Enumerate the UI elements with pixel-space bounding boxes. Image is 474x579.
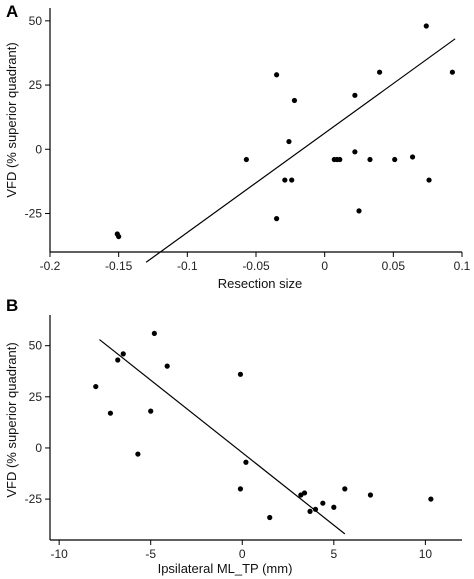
panel-a-letter: A (6, 2, 18, 21)
panel-a-y-tick-label: -25 (25, 206, 43, 220)
panel-a-data-point (289, 177, 295, 183)
panel-b-data-point (301, 490, 308, 496)
panel-a-data-point (282, 177, 288, 183)
panel-b-data-point (320, 500, 326, 506)
panel-b-data-point (267, 514, 273, 521)
panel-a-data-point (274, 72, 280, 78)
panel-b-points (93, 330, 434, 521)
panel-b-data-point (331, 504, 337, 510)
panel-a-ylabel: VFD (% superior quadrant) (4, 42, 19, 197)
panel-b-letter: B (6, 296, 18, 315)
panel-b-y-tick-label: -25 (25, 492, 43, 506)
panel-b-data-point (115, 357, 121, 363)
panel-b-data-point (237, 486, 244, 492)
panel-a-data-point (243, 156, 249, 163)
panel-a-y-tick-label: 25 (29, 78, 43, 92)
panel-b-data-point (107, 410, 114, 416)
panel-a-data-point (356, 208, 362, 214)
panel-b-data-point (342, 486, 348, 492)
panel-b-chart: B -10 -5 0 5 10 -25 0 25 50 Ipsilateral ML_TP (m… (4, 296, 462, 576)
panel-b-data-point (135, 451, 141, 457)
panel-a-data-point (352, 149, 358, 155)
panel-b-data-point (243, 459, 249, 465)
panel-b-data-point (151, 330, 157, 337)
panel-a-data-point (337, 156, 343, 163)
panel-b-data-point (164, 363, 170, 369)
panel-a-data-point (352, 92, 358, 98)
panel-a-chart: A -0.2 -0.15 -0.1 -0.05 0 0.05 0.1 -25 0 25 50 Res… (4, 2, 471, 291)
panel-a-data-point (377, 69, 383, 75)
panel-a-x-tick-label: 0.05 (382, 259, 406, 273)
panel-b-y-tick-label: 0 (35, 441, 42, 455)
panel-b-data-point (120, 351, 126, 357)
panel-a-x-tick-label: -0.1 (177, 259, 198, 273)
panel-a-data-point (392, 156, 398, 163)
panel-b-data-point (148, 408, 154, 414)
panel-a-data-point (116, 233, 122, 240)
panel-b-x-tick-label: 10 (419, 547, 433, 561)
panel-a-x-tick-label: -0.05 (242, 259, 270, 273)
panel-b-x-tick-label: -10 (50, 547, 68, 561)
panel-a-data-point (449, 69, 455, 75)
panel-a-data-point (367, 156, 373, 163)
panel-b-data-point (312, 506, 319, 512)
panel-b-x-tick-label: 5 (330, 547, 337, 561)
panel-a-x-tick-label: -0.15 (105, 259, 133, 273)
panel-a-xlabel: Resection size (218, 276, 303, 291)
panel-b-y-tick-label: 25 (29, 390, 43, 404)
panel-a-x-tick-label: 0 (321, 259, 328, 273)
panel-b-x-tick-label: 0 (239, 547, 246, 561)
panel-b-data-point (367, 492, 374, 498)
panel-b-data-point (307, 508, 313, 514)
panel-b-axes: -10 -5 0 5 10 -25 0 25 50 (25, 315, 462, 561)
panel-b-x-tick-label: -5 (145, 547, 156, 561)
panel-a-data-point (286, 138, 292, 145)
panel-a-x-tick-label: 0.1 (454, 259, 471, 273)
panel-b-data-point (93, 383, 99, 390)
panel-a-x-tick-label: -0.2 (40, 259, 61, 273)
panel-a-data-point (426, 177, 432, 183)
panel-b-y-tick-label: 50 (29, 339, 43, 353)
panel-a-data-point (291, 97, 298, 104)
panel-b-xlabel: Ipsilateral ML_TP (mm) (158, 561, 293, 576)
panel-a-fit-layer (145, 38, 456, 263)
panel-a-axes: -0.2 -0.15 -0.1 -0.05 0 0.05 0.1 -25 0 25 50 (25, 8, 471, 273)
panel-b-data-point (428, 496, 434, 502)
panel-b-ylabel: VFD (% superior quadrant) (4, 342, 19, 497)
panel-a-y-tick-label: 50 (29, 14, 43, 28)
panel-b-fit-line (99, 339, 346, 535)
panel-a-data-point (423, 23, 429, 29)
panel-b-fit-layer (99, 339, 346, 535)
panel-a-fit-line (145, 38, 456, 263)
panel-a-points (114, 23, 455, 240)
panel-a-data-point (274, 216, 280, 222)
panel-a-y-tick-label: 0 (35, 142, 42, 156)
panel-b-data-point (237, 371, 244, 377)
panel-a-data-point (409, 154, 416, 160)
